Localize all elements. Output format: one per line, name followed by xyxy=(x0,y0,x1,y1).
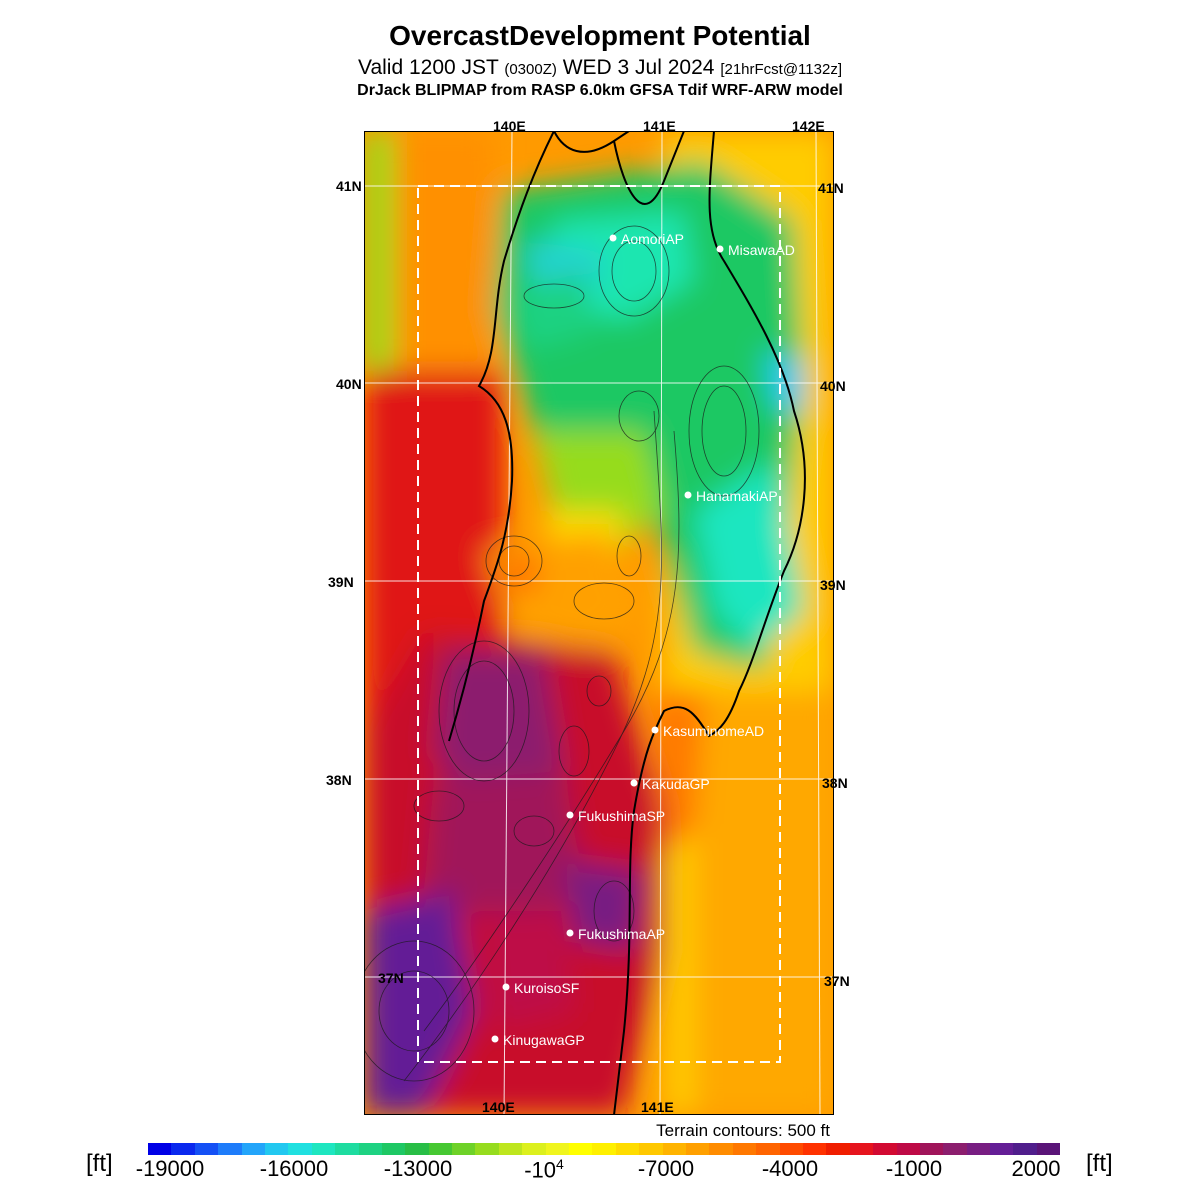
colorbar-unit-left: [ft] xyxy=(86,1150,113,1177)
colorbar-swatch xyxy=(522,1143,546,1155)
colorbar-tick: -7000 xyxy=(637,1156,695,1181)
colorbar-swatch xyxy=(896,1143,920,1155)
y-label-left-37n: 37N xyxy=(378,970,404,986)
station-label: KuroisoSF xyxy=(514,980,579,996)
utc-time: (0300Z) xyxy=(504,61,557,78)
y-label-right-40n: 40N xyxy=(820,378,846,394)
forecast-info: [21hrFcst@1132z] xyxy=(720,61,842,78)
y-label-left-40n: 40N xyxy=(336,376,362,392)
colorbar-swatch xyxy=(194,1143,219,1155)
colorbar-swatch xyxy=(826,1143,850,1155)
y-label-left-38n: 38N xyxy=(326,772,352,788)
colorbar-swatch xyxy=(615,1143,640,1155)
colorbar-tick-base: -10 xyxy=(524,1157,556,1183)
colorbar-swatch xyxy=(966,1143,991,1155)
colorbar xyxy=(148,1143,1061,1155)
station-marker xyxy=(651,726,659,734)
y-label-right-37n: 37N xyxy=(824,973,850,989)
valid-time: Valid 1200 JST xyxy=(358,56,499,79)
terrain-note: Terrain contours: 500 ft xyxy=(656,1121,830,1140)
colorbar-tick: -19000 xyxy=(135,1156,205,1181)
colorbar-swatch xyxy=(405,1143,429,1155)
y-label-right-39n: 39N xyxy=(820,577,846,593)
station-marker xyxy=(716,245,724,253)
colorbar-swatch xyxy=(569,1143,593,1155)
colorbar-swatch xyxy=(990,1143,1014,1155)
y-label-right-41n: 41N xyxy=(818,180,844,196)
x-label-top-140e: 140E xyxy=(493,118,526,134)
station-label: KasuminomeAD xyxy=(663,723,764,739)
x-label-bottom-141e: 141E xyxy=(641,1099,674,1115)
colorbar-swatch xyxy=(428,1143,453,1155)
station-marker xyxy=(566,811,574,819)
station-label: KakudaGP xyxy=(642,776,710,792)
station-label: HanamakiAP xyxy=(696,488,778,504)
colorbar-swatch xyxy=(311,1143,336,1155)
colorbar-swatch xyxy=(873,1143,897,1155)
colorbar-swatch xyxy=(218,1143,242,1155)
colorbar-swatch xyxy=(148,1143,172,1155)
colorbar-tick: -4000 xyxy=(761,1156,819,1181)
colorbar-tick-exponent: 4 xyxy=(556,1156,564,1172)
colorbar-swatch xyxy=(1036,1143,1061,1155)
colorbar-swatch xyxy=(452,1143,476,1155)
colorbar-swatch xyxy=(475,1143,499,1155)
colorbar-swatch xyxy=(732,1143,757,1155)
colorbar-swatch xyxy=(849,1143,874,1155)
station-label: MisawaAD xyxy=(728,242,795,258)
colorbar-tick-ten-thousand: -104 xyxy=(524,1156,564,1183)
colorbar-unit-right: [ft] xyxy=(1086,1150,1113,1177)
colorbar-swatch xyxy=(756,1143,780,1155)
colorbar-tick: -1000 xyxy=(885,1156,943,1181)
station-marker xyxy=(502,983,510,991)
station-label: AomoriAP xyxy=(621,231,684,247)
station-marker xyxy=(684,491,692,499)
colorbar-tick: -16000 xyxy=(259,1156,329,1181)
station-label: KinugawaGP xyxy=(503,1032,585,1048)
colorbar-swatch xyxy=(498,1143,523,1155)
station-label: FukushimaAP xyxy=(578,926,665,942)
colorbar-swatch xyxy=(1013,1143,1037,1155)
chart-title: OvercastDevelopment Potential xyxy=(389,20,811,51)
y-label-right-38n: 38N xyxy=(822,775,848,791)
valid-time-line: Valid 1200 JST (0300Z) WED 3 Jul 2024 [2… xyxy=(0,56,1200,80)
y-label-left-41n: 41N xyxy=(336,178,362,194)
x-label-top-141e: 141E xyxy=(643,118,676,134)
stations-layer: AomoriAP MisawaAD HanamakiAP KasuminomeA… xyxy=(491,231,795,1048)
station-label: FukushimaSP xyxy=(578,808,665,824)
heatmap-field: AomoriAP MisawaAD HanamakiAP KasuminomeA… xyxy=(364,131,834,1115)
station-marker xyxy=(566,929,574,937)
colorbar-tick: -13000 xyxy=(383,1156,453,1181)
colorbar-swatch xyxy=(709,1143,733,1155)
colorbar-swatch xyxy=(545,1143,570,1155)
colorbar-swatch xyxy=(943,1143,967,1155)
colorbar-swatch xyxy=(288,1143,312,1155)
colorbar-swatch xyxy=(919,1143,944,1155)
colorbar-tick: 2000 xyxy=(1011,1156,1061,1181)
colorbar-swatch xyxy=(685,1143,710,1155)
map-panel: AomoriAP MisawaAD HanamakiAP KasuminomeA… xyxy=(364,131,834,1115)
colorbar-swatch xyxy=(241,1143,265,1155)
y-label-left-39n: 39N xyxy=(328,574,354,590)
colorbar-swatch xyxy=(381,1143,406,1155)
colorbar-swatch xyxy=(662,1143,686,1155)
colorbar-swatch xyxy=(358,1143,382,1155)
colorbar-swatch xyxy=(592,1143,616,1155)
x-label-top-142e: 142E xyxy=(792,118,825,134)
colorbar-swatch xyxy=(264,1143,289,1155)
colorbar-swatch xyxy=(171,1143,195,1155)
colorbar-swatch xyxy=(779,1143,803,1155)
x-label-bottom-140e: 140E xyxy=(482,1099,515,1115)
colorbar-swatch xyxy=(639,1143,663,1155)
station-marker xyxy=(630,779,638,787)
colorbar-swatch xyxy=(335,1143,359,1155)
colorbar-swatch xyxy=(802,1143,827,1155)
station-marker xyxy=(491,1035,499,1043)
model-line: DrJack BLIPMAP from RASP 6.0km GFSA Tdif… xyxy=(357,82,843,99)
station-marker xyxy=(609,234,617,242)
valid-date: WED 3 Jul 2024 xyxy=(562,56,715,79)
